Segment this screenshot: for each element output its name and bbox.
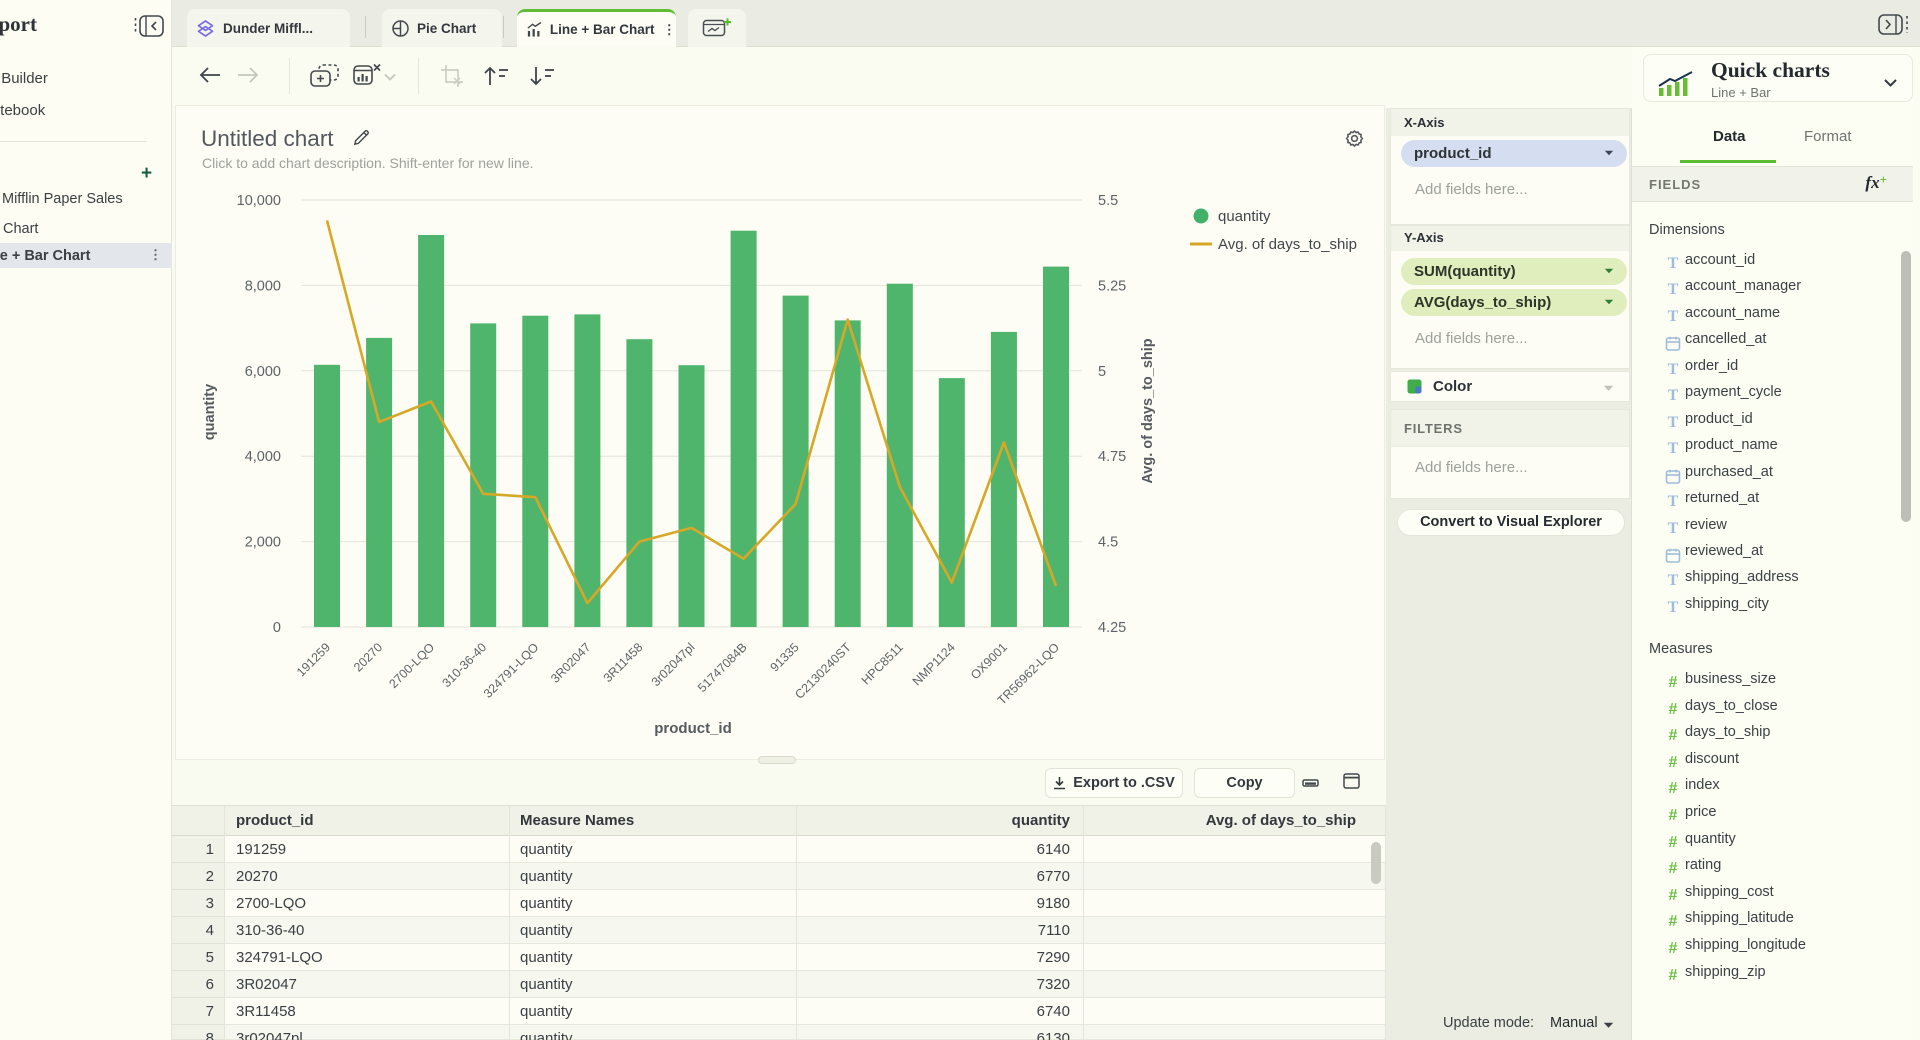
- svg-text:20270: 20270: [351, 640, 385, 674]
- svg-text:2,000: 2,000: [245, 535, 281, 551]
- svg-text:product_id: product_id: [654, 720, 732, 737]
- svg-text:324791-LQO: 324791-LQO: [481, 640, 542, 701]
- svg-text:91335: 91335: [767, 640, 801, 674]
- svg-text:3r02047pl: 3r02047pl: [649, 640, 698, 689]
- svg-text:3R11458: 3R11458: [601, 640, 646, 685]
- svg-text:Avg. of days_to_ship: Avg. of days_to_ship: [1140, 338, 1156, 483]
- svg-text:Avg. of days_to_ship: Avg. of days_to_ship: [1218, 236, 1357, 253]
- svg-text:5: 5: [1098, 364, 1106, 380]
- svg-text:quantity: quantity: [202, 384, 218, 440]
- svg-text:4,000: 4,000: [245, 449, 281, 465]
- svg-text:0: 0: [273, 620, 281, 636]
- svg-text:4.25: 4.25: [1098, 620, 1126, 636]
- svg-text:5.25: 5.25: [1098, 278, 1126, 294]
- svg-text:3R02047: 3R02047: [548, 640, 594, 686]
- svg-text:310-36-40: 310-36-40: [439, 640, 489, 690]
- svg-text:4.5: 4.5: [1098, 535, 1118, 551]
- svg-text:OX9001: OX9001: [968, 640, 1010, 682]
- svg-text:10,000: 10,000: [237, 193, 281, 209]
- svg-text:C2130240ST: C2130240ST: [792, 640, 854, 702]
- svg-text:HPC8511: HPC8511: [859, 640, 906, 687]
- svg-text:4.75: 4.75: [1098, 449, 1126, 465]
- svg-text:NMP1124: NMP1124: [910, 640, 958, 688]
- svg-text:191259: 191259: [294, 640, 333, 679]
- svg-text:2700-LQO: 2700-LQO: [386, 640, 437, 691]
- svg-text:8,000: 8,000: [245, 278, 281, 294]
- svg-text:6,000: 6,000: [245, 364, 281, 380]
- svg-text:quantity: quantity: [1218, 208, 1271, 225]
- svg-text:5.5: 5.5: [1098, 193, 1118, 209]
- svg-text:51747084B: 51747084B: [695, 640, 750, 695]
